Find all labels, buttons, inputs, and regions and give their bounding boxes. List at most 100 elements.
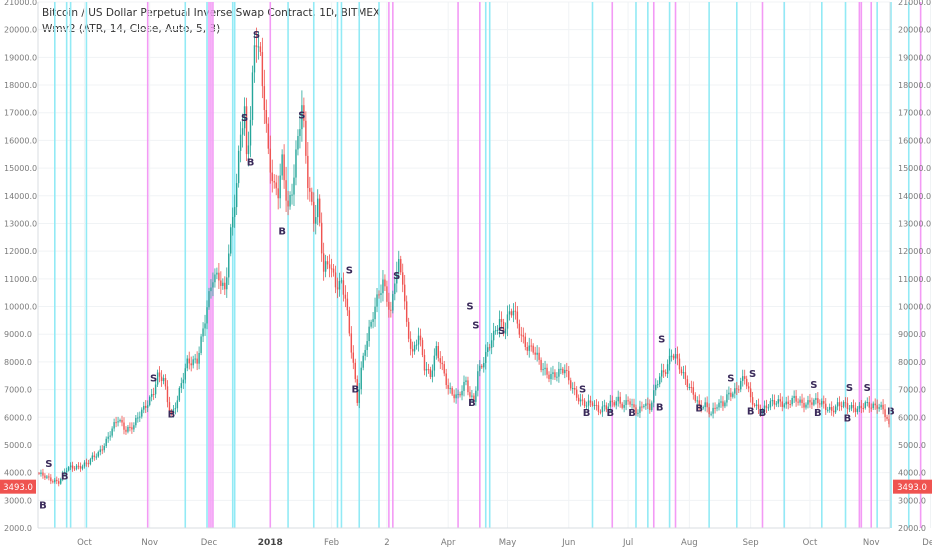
candle-body bbox=[564, 369, 566, 374]
candle-body bbox=[89, 459, 92, 465]
buy-signal-label: B bbox=[583, 408, 591, 419]
candle-body bbox=[753, 404, 756, 406]
buy-signal-label: B bbox=[168, 409, 176, 420]
x-tick-label: May bbox=[499, 538, 517, 548]
candle-body bbox=[840, 405, 843, 407]
candle-body bbox=[429, 369, 432, 378]
candle-body bbox=[366, 341, 368, 351]
x-tick-label: Oct bbox=[803, 538, 818, 548]
candle-body bbox=[876, 405, 878, 409]
candle-body bbox=[156, 372, 159, 385]
candle-body bbox=[751, 397, 754, 405]
sell-signal-label: S bbox=[45, 459, 52, 470]
candle-body bbox=[862, 407, 865, 409]
candle-body bbox=[259, 46, 262, 53]
candle-body bbox=[664, 372, 667, 374]
candle-body bbox=[785, 401, 787, 405]
candle-body bbox=[530, 345, 532, 347]
candle-body bbox=[392, 294, 394, 311]
candle-body bbox=[368, 326, 370, 342]
candle-body bbox=[372, 319, 374, 322]
candle-body bbox=[615, 401, 617, 406]
candle-body bbox=[577, 397, 580, 402]
candle-body bbox=[779, 399, 781, 402]
candle-body bbox=[710, 413, 712, 415]
candle-body bbox=[135, 417, 137, 426]
candle-body bbox=[657, 384, 659, 386]
buy-signal-label: B bbox=[656, 402, 664, 413]
y-tick-label-right: 16000.0 bbox=[898, 136, 931, 145]
candle-body bbox=[516, 311, 519, 324]
candle-body bbox=[884, 409, 886, 418]
candle-body bbox=[728, 392, 730, 395]
y-tick-label-right: 2000.0 bbox=[898, 524, 926, 533]
candle-body bbox=[113, 422, 115, 429]
candle-body bbox=[773, 400, 776, 405]
candle-body bbox=[400, 259, 402, 273]
candle-body bbox=[492, 330, 495, 341]
candle-body bbox=[548, 374, 550, 380]
candle-body bbox=[220, 280, 222, 286]
candle-body bbox=[846, 403, 849, 409]
y-tick-label-right: 9000.0 bbox=[898, 330, 926, 339]
candle-body bbox=[374, 306, 376, 320]
candle-body bbox=[514, 310, 517, 312]
y-tick-label-left: 14000.0 bbox=[4, 192, 37, 201]
candle-body bbox=[639, 406, 641, 413]
candle-body bbox=[848, 408, 851, 410]
candle-body bbox=[247, 145, 250, 155]
candle-body bbox=[815, 398, 817, 400]
candle-body bbox=[538, 352, 540, 360]
candle-body bbox=[317, 198, 319, 218]
candle-body bbox=[283, 154, 285, 181]
candle-body bbox=[544, 367, 546, 370]
candle-body bbox=[579, 399, 582, 402]
candle-body bbox=[42, 472, 44, 476]
y-tick-label-right: 13000.0 bbox=[898, 219, 931, 228]
x-tick-label: Apr bbox=[441, 538, 456, 548]
candle-body bbox=[603, 405, 606, 407]
y-tick-label-left: 3000.0 bbox=[4, 496, 32, 505]
candle-body bbox=[500, 319, 503, 322]
y-tick-label-right: 21000.0 bbox=[898, 0, 931, 7]
candle-body bbox=[212, 282, 214, 288]
candle-body bbox=[46, 476, 48, 478]
candle-body bbox=[585, 405, 588, 407]
candle-body bbox=[866, 402, 868, 404]
y-tick-label-left: 15000.0 bbox=[4, 164, 37, 173]
candle-body bbox=[587, 400, 590, 406]
candle-body bbox=[686, 379, 689, 388]
candle-body bbox=[437, 346, 440, 359]
x-tick-label: Sep bbox=[743, 538, 759, 548]
candle-body bbox=[730, 392, 732, 397]
candle-body bbox=[589, 400, 592, 403]
sell-signal-label: S bbox=[393, 271, 400, 282]
candle-body bbox=[413, 345, 416, 352]
candle-body bbox=[771, 400, 774, 402]
candle-body bbox=[50, 477, 52, 482]
candle-body bbox=[465, 380, 467, 382]
candle-body bbox=[662, 370, 665, 373]
candle-body bbox=[186, 358, 188, 369]
candle-body bbox=[407, 321, 410, 339]
candle-body bbox=[568, 370, 570, 381]
candle-body bbox=[346, 298, 349, 311]
candle-body bbox=[403, 284, 406, 302]
candle-body bbox=[445, 373, 447, 386]
candle-body bbox=[803, 402, 805, 408]
candle-body bbox=[168, 402, 171, 411]
candle-body bbox=[674, 354, 677, 359]
buy-signal-label: B bbox=[628, 408, 636, 419]
candle-body bbox=[233, 207, 236, 217]
candle-body bbox=[133, 425, 135, 430]
candle-body bbox=[817, 398, 819, 404]
candle-body bbox=[281, 154, 283, 176]
y-tick-label-right: 10000.0 bbox=[898, 303, 931, 312]
candle-body bbox=[332, 268, 335, 273]
candle-body bbox=[117, 421, 119, 423]
candle-body bbox=[619, 396, 621, 404]
x-tick-label: 2 bbox=[384, 538, 389, 548]
candle-body bbox=[787, 401, 789, 405]
